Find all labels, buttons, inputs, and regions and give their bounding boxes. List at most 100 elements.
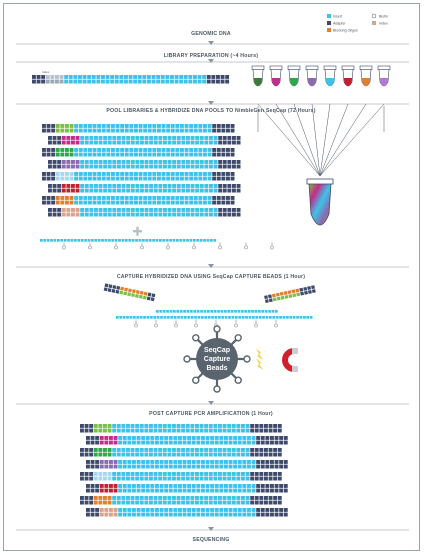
streptavidin: [183, 355, 191, 363]
strand-cell: [227, 428, 232, 433]
strand-cell: [176, 188, 181, 193]
strand-cell: [122, 508, 127, 512]
strand-cell: [144, 448, 149, 452]
strand-cell: [74, 128, 79, 133]
strand-cell: [191, 484, 196, 488]
strand-cell: [116, 476, 121, 481]
strand-cell: [121, 184, 126, 188]
strand-cell: [182, 512, 187, 517]
strand-cell: [90, 464, 95, 469]
strand-cell: [156, 310, 159, 313]
strand-cell: [158, 208, 163, 212]
strand-cell: [109, 508, 113, 512]
strand-cell: [190, 500, 195, 505]
strand-cell: [254, 452, 259, 457]
pooled-tube-body: [308, 182, 332, 226]
strand-cell: [116, 448, 121, 452]
strand-cell: [275, 310, 278, 313]
strand-cell: [218, 212, 223, 217]
strand-cell: [222, 184, 227, 188]
strand-cell: [197, 79, 202, 84]
divider-arrow: [208, 401, 214, 405]
strand-cell: [164, 508, 169, 512]
strand-cell: [135, 496, 140, 500]
strand-cell: [222, 160, 227, 164]
strand-cell: [55, 172, 60, 176]
strand-cell: [199, 452, 204, 457]
strand-cell: [213, 140, 218, 145]
strand-cell: [162, 448, 167, 452]
strand-cell: [120, 124, 125, 128]
strand-cell: [147, 196, 152, 200]
strand-cell: [163, 212, 167, 217]
strand-cell: [195, 164, 200, 169]
strand-cell: [65, 128, 69, 133]
strand-cell: [208, 428, 213, 433]
strand-cell: [210, 488, 215, 493]
strand-cell: [130, 184, 135, 188]
strand-cell: [95, 436, 100, 440]
strand-cell: [251, 464, 256, 469]
strand-cell: [237, 436, 242, 440]
strand-cell: [107, 164, 112, 169]
strand-cell: [265, 512, 270, 517]
strand-cell: [172, 452, 176, 457]
strand-cell: [80, 452, 84, 457]
strand-cell: [204, 316, 208, 319]
strand-cell: [175, 148, 180, 152]
strand-cell: [176, 472, 181, 476]
strand-cell: [162, 496, 167, 500]
strand-cell: [52, 160, 57, 164]
strand-cell: [124, 152, 129, 157]
strand-cell: [130, 424, 135, 428]
strand-cell: [184, 316, 187, 319]
strand-cell: [120, 286, 125, 291]
strand-cell: [141, 464, 146, 469]
strand-cell: [227, 184, 232, 188]
strand-cell: [103, 160, 108, 164]
strand-cell: [82, 75, 87, 79]
strand-cell: [84, 136, 89, 140]
strand-cell: [80, 160, 85, 164]
strand-cell: [109, 512, 113, 517]
strand-cell: [113, 488, 118, 493]
strand-cell: [138, 200, 143, 205]
strand-cell: [211, 79, 216, 84]
strand-cell: [247, 512, 251, 517]
strand-cell: [132, 436, 136, 440]
strand-cell: [66, 184, 71, 188]
strand-cell: [99, 512, 104, 517]
strand-cell: [180, 176, 184, 181]
pooling-line: [275, 103, 321, 177]
strand-cell: [91, 239, 94, 242]
strand-cell: [176, 212, 181, 217]
strand-cell: [104, 488, 109, 493]
strand-cell: [226, 148, 230, 152]
strand-cell: [146, 296, 151, 301]
strand-cell: [147, 128, 152, 133]
strand-cell: [103, 476, 107, 481]
strand-cell: [65, 124, 69, 128]
strand-cell: [46, 239, 50, 242]
divider-arrow: [208, 264, 214, 268]
strand-cell: [84, 496, 89, 500]
strand-cell: [182, 508, 187, 512]
strand-cell: [152, 176, 157, 181]
strand-cell: [265, 464, 270, 469]
strand-cell: [212, 200, 217, 205]
strand-cell: [241, 500, 245, 505]
strand-cell: [103, 428, 107, 433]
strand-cell: [111, 176, 115, 181]
strand-cell: [97, 200, 102, 205]
strand-cell: [55, 200, 60, 205]
strand-cell: [156, 75, 161, 79]
strand-cell: [158, 212, 163, 217]
strand-cell: [138, 239, 142, 242]
strand-cell: [232, 188, 236, 193]
strand-cell: [277, 428, 282, 433]
strand-cell: [162, 452, 167, 457]
strand-cell: [144, 424, 149, 428]
strand-cell: [93, 448, 98, 452]
strand-cell: [99, 508, 104, 512]
strand-cell: [181, 448, 186, 452]
